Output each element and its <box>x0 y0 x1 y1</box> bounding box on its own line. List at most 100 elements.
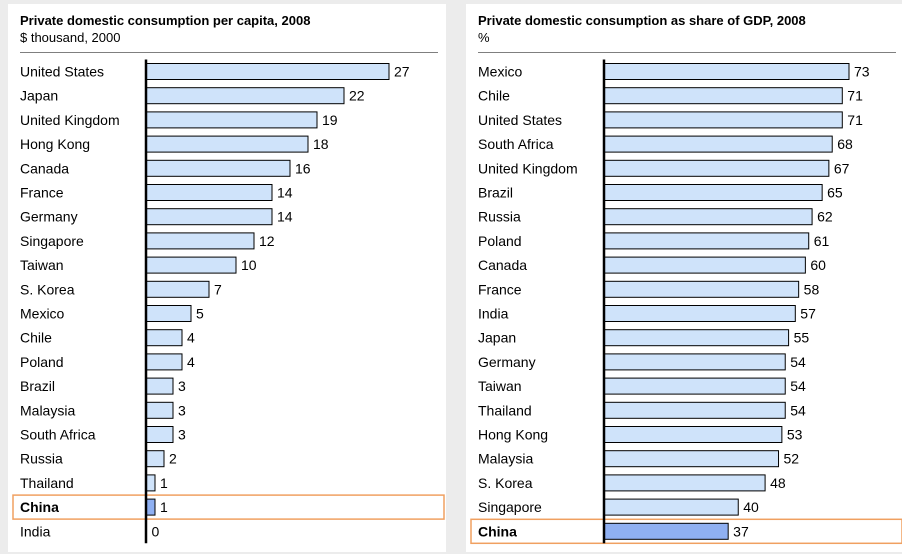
category-label: Canada <box>478 257 527 273</box>
category-label: France <box>478 281 522 297</box>
bar <box>145 184 273 201</box>
category-label: S. Korea <box>20 281 75 297</box>
data-label: 54 <box>790 402 806 418</box>
data-label: 3 <box>178 402 186 418</box>
data-label: 12 <box>259 233 275 249</box>
category-label: Hong Kong <box>20 136 90 152</box>
category-label: United Kingdom <box>478 160 578 176</box>
category-label: Hong Kong <box>478 427 548 443</box>
category-label: S. Korea <box>478 475 533 491</box>
bar <box>145 208 273 226</box>
category-label: Chile <box>478 88 510 104</box>
data-label: 37 <box>733 523 749 539</box>
category-label: Taiwan <box>478 378 522 394</box>
data-label: 73 <box>854 64 870 80</box>
category-label: Thailand <box>478 402 532 418</box>
bar <box>145 377 174 395</box>
data-label: 14 <box>277 185 293 201</box>
chart-title: Private domestic consumption as share of… <box>478 13 806 28</box>
bar <box>145 329 183 347</box>
category-label: China <box>20 499 59 515</box>
data-label: 14 <box>277 209 293 225</box>
data-label: 67 <box>834 160 850 176</box>
bar <box>603 522 729 540</box>
bar <box>145 353 183 371</box>
category-label: Japan <box>20 88 58 104</box>
category-label: Germany <box>20 209 78 225</box>
bar <box>145 474 156 492</box>
bar <box>145 498 156 516</box>
data-label: 1 <box>160 499 168 515</box>
data-label: 1 <box>160 475 168 491</box>
category-label: United States <box>478 112 562 128</box>
category-label: United States <box>20 64 104 80</box>
category-label: Thailand <box>20 475 74 491</box>
category-label: Malaysia <box>478 451 533 467</box>
data-label: 0 <box>152 523 160 539</box>
bar <box>603 329 790 347</box>
data-label: 7 <box>214 281 222 297</box>
data-label: 4 <box>187 330 195 346</box>
data-label: 71 <box>847 112 863 128</box>
bar <box>603 305 796 322</box>
chart-panel-share-gdp: Private domestic consumption as share of… <box>466 4 902 552</box>
chart-title: Private domestic consumption per capita,… <box>20 13 311 28</box>
bar <box>145 159 291 177</box>
data-label: 61 <box>814 233 830 249</box>
data-label: 4 <box>187 354 195 370</box>
bar <box>603 280 800 298</box>
bar-chart-share-gdp: Mexico 73 Chile 71 United States 71 South Afri… <box>470 52 902 545</box>
category-label: Singapore <box>478 499 542 515</box>
data-label: 18 <box>313 136 329 152</box>
category-label: Brazil <box>20 378 55 394</box>
bar <box>145 232 255 250</box>
category-label: South Africa <box>20 427 96 443</box>
bar <box>145 426 174 443</box>
category-label: Mexico <box>478 64 523 80</box>
data-label: 2 <box>169 451 177 467</box>
bar <box>603 135 833 153</box>
category-label: China <box>478 523 517 539</box>
highlight-box <box>470 518 902 545</box>
category-label: South Africa <box>478 136 554 152</box>
bar <box>145 401 174 419</box>
bar <box>145 305 192 322</box>
chart-subtitle: $ thousand, 2000 <box>20 30 121 45</box>
bar <box>603 377 786 395</box>
data-label: 40 <box>743 499 759 515</box>
category-label: India <box>478 306 509 322</box>
data-label: 3 <box>178 378 186 394</box>
bar <box>603 208 813 226</box>
data-label: 57 <box>800 306 816 322</box>
bar <box>603 63 850 80</box>
data-label: 10 <box>241 257 257 273</box>
bar <box>145 87 345 105</box>
bar <box>603 353 786 371</box>
category-label: Taiwan <box>20 257 64 273</box>
data-label: 52 <box>784 451 800 467</box>
category-label: United Kingdom <box>20 112 120 128</box>
data-label: 68 <box>837 136 853 152</box>
data-label: 60 <box>810 257 826 273</box>
category-label: Singapore <box>20 233 84 249</box>
bar <box>145 111 318 129</box>
bar <box>603 232 810 250</box>
data-label: 3 <box>178 427 186 443</box>
bar <box>145 135 309 153</box>
bar <box>145 63 390 80</box>
bar <box>603 184 823 201</box>
data-label: 22 <box>349 88 365 104</box>
chart-subtitle: % <box>478 30 490 45</box>
bar <box>603 401 786 419</box>
bar <box>603 498 739 516</box>
data-label: 55 <box>794 330 810 346</box>
category-label: Russia <box>478 209 521 225</box>
data-label: 62 <box>817 209 833 225</box>
data-label: 54 <box>790 354 806 370</box>
category-label: France <box>20 185 64 201</box>
bar <box>603 450 780 468</box>
data-label: 65 <box>827 185 843 201</box>
data-label: 16 <box>295 160 311 176</box>
bar <box>145 450 165 468</box>
